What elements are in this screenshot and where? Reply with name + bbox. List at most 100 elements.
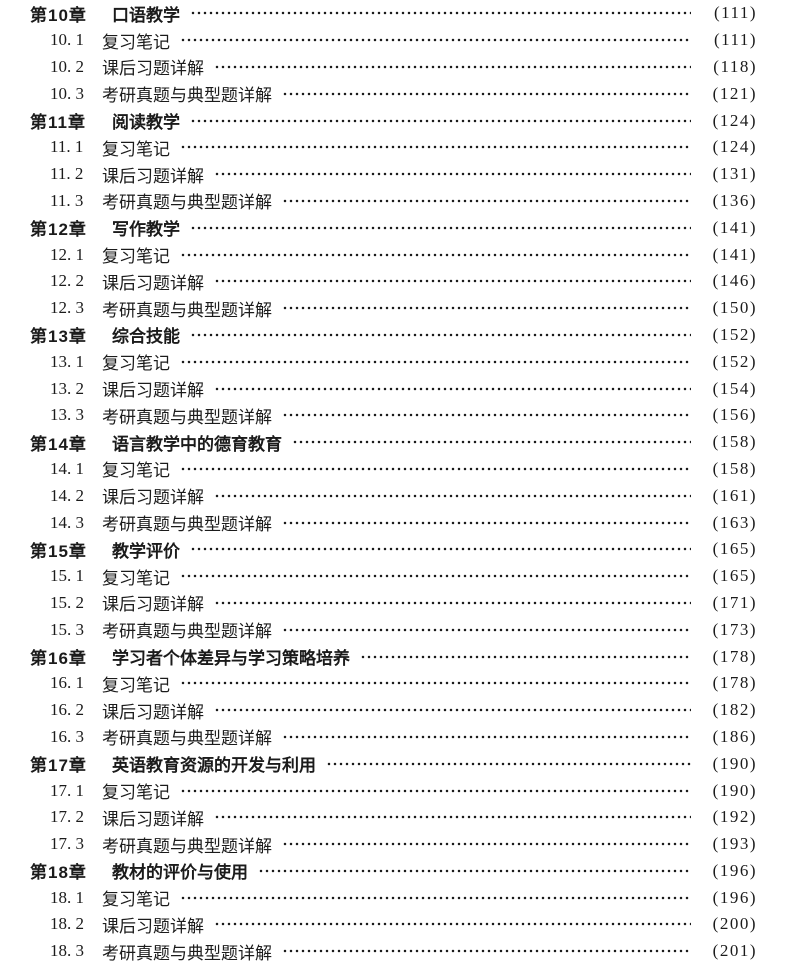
page-number: (165) [712,566,757,586]
chapter-number: 第12章 [30,220,87,240]
page-number: (152) [712,324,757,344]
page-number: (173) [712,619,757,639]
dot-leader [214,482,691,510]
section-title: 课后习题详解 [102,381,204,401]
chapter-title: 学习者个体差异与学习策略培养 [112,649,350,669]
dot-leader [282,509,691,536]
dot-leader [292,428,691,456]
section-number: 14. 1 [50,458,84,478]
section-title: 复习笔记 [102,783,170,802]
dot-leader [180,669,691,697]
page-number: (150) [712,298,757,318]
section-title: 复习笔记 [102,568,170,588]
page-number: (161) [712,485,757,505]
section-title: 考研真题与典型题详解 [102,407,272,427]
toc-chapter-row: 第16章 学习者个体差异与学习策略培养 (178) [30,643,757,670]
toc-section-row: 13. 1 复习笔记 (152) [30,348,757,376]
section-number: 13. 2 [50,378,84,398]
section-title: 课后习题详解 [102,488,204,508]
section-title: 考研真题与典型题详解 [102,193,272,213]
chapter-title: 阅读教学 [112,113,180,133]
dot-leader [360,643,691,670]
section-number: 18. 2 [50,914,84,934]
dot-leader [214,911,691,938]
toc-section-row: 18. 1 复习笔记 (196) [30,884,757,912]
section-title: 考研真题与典型题详解 [102,836,272,856]
page-number: (186) [712,726,757,746]
section-number: 11. 3 [50,190,84,210]
page-number: (196) [712,860,757,880]
toc-section-row: 17. 3 考研真题与典型题详解 (193) [30,830,757,858]
section-number: 15. 3 [50,619,84,639]
section-number: 17. 1 [50,780,84,800]
section-number: 12. 1 [50,244,84,264]
section-number: 11. 2 [50,164,84,184]
dot-leader [214,589,691,617]
section-title: 复习笔记 [102,890,170,910]
toc-section-row: 14. 2 课后习题详解 (161) [30,482,757,510]
toc-section-row: 18. 2 课后习题详解 (200) [30,911,757,938]
toc-section-row: 15. 2 课后习题详解 (171) [30,589,757,617]
section-number: 13. 1 [50,351,84,371]
toc-section-row: 13. 2 课后习题详解 (154) [30,375,757,402]
page-number: (165) [712,539,757,559]
section-title: 复习笔记 [102,354,170,374]
toc-section-row: 12. 3 考研真题与典型题详解 (150) [30,294,757,322]
dot-leader [326,750,691,778]
page-number: (111) [713,3,757,23]
page-number: (178) [712,646,757,666]
section-title: 考研真题与典型题详解 [102,729,272,749]
dot-leader [214,696,691,724]
section-title: 考研真题与典型题详解 [102,943,272,963]
dot-leader [214,53,691,81]
dot-leader [180,348,691,376]
section-number: 12. 3 [50,298,84,318]
dot-leader [282,401,691,429]
dot-leader [282,187,691,215]
section-number: 10. 2 [50,56,84,76]
page-number: (171) [712,592,757,612]
page-number: (182) [712,700,757,720]
page-number: (190) [712,753,757,773]
toc-chapter-row: 第12章 写作教学 (141) [30,214,757,242]
section-number: 13. 3 [50,405,84,425]
toc-chapter-row: 第10章 口语教学 (111) [30,0,757,27]
chapter-number: 第15章 [30,541,87,561]
toc-section-row: 11. 1 复习笔记 (124) [30,133,757,161]
page-number: (163) [712,512,757,532]
chapter-title: 英语教育资源的开发与利用 [112,756,316,776]
chapter-number: 第14章 [30,434,87,454]
dot-leader [180,26,691,54]
dot-leader [282,723,691,751]
toc-section-row: 14. 1 复习笔记 (158) [30,455,757,483]
dot-leader [190,535,691,563]
page-number: (154) [712,378,757,398]
dot-leader [180,455,691,483]
dot-leader [214,375,691,402]
section-number: 14. 3 [50,512,84,532]
chapter-number: 第13章 [30,327,87,347]
dot-leader [214,803,691,831]
section-title: 课后习题详解 [102,59,204,79]
toc-chapter-row: 第18章 教材的评价与使用 (196) [30,857,757,885]
chapter-title: 综合技能 [112,327,180,347]
page-number: (158) [712,458,757,478]
section-title: 考研真题与典型题详解 [102,622,272,642]
table-of-contents: 第10章 口语教学 (111) 10. 1 复习笔记 (111) 10. 2 课… [30,0,757,965]
dot-leader [190,0,691,27]
chapter-title: 教材的评价与使用 [112,863,248,883]
page-number: (158) [712,432,757,452]
chapter-title: 语言教学中的德育教育 [112,434,282,454]
dot-leader [282,294,691,322]
page-number: (146) [712,271,757,291]
toc-section-row: 10. 2 课后习题详解 (118) [30,53,757,81]
dot-leader [180,562,691,590]
section-title: 课后习题详解 [102,809,204,829]
page-number: (141) [712,244,757,264]
toc-section-row: 18. 3 考研真题与典型题详解 (201) [30,937,757,965]
section-title: 复习笔记 [102,247,170,267]
toc-section-row: 17. 1 复习笔记 (190) [30,777,757,804]
section-number: 15. 2 [50,592,84,612]
toc-section-row: 10. 3 考研真题与典型题详解 (121) [30,80,757,108]
